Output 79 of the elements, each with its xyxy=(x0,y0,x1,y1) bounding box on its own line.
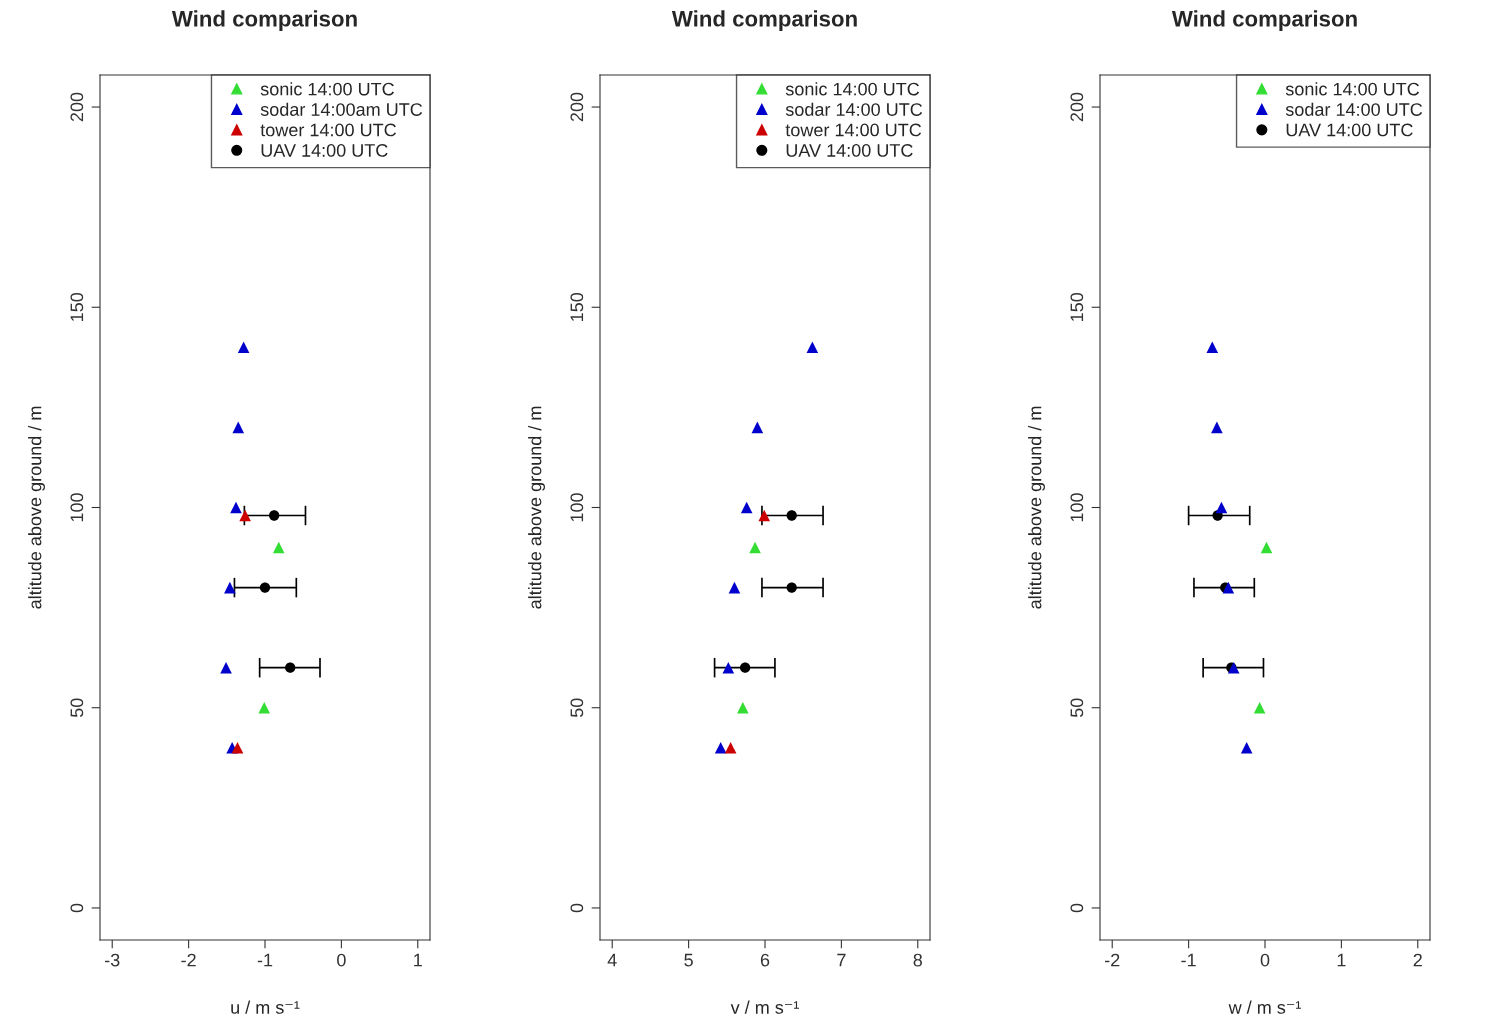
point xyxy=(231,741,244,754)
chart-title: Wind comparison xyxy=(1171,10,1357,31)
point xyxy=(1222,581,1235,594)
legend-label: sonic 14:00 UTC xyxy=(260,82,394,96)
y-tick-label: 200 xyxy=(1070,92,1084,122)
point xyxy=(806,341,819,354)
chart-title: Wind comparison xyxy=(171,10,357,31)
x-tick-label: 1 xyxy=(414,953,422,967)
legend-label: sodar 14:00 UTC xyxy=(1285,102,1423,116)
point xyxy=(239,509,251,522)
point xyxy=(1206,341,1219,354)
x-tick-label: 2 xyxy=(1413,953,1422,967)
legend-label: tower 14:00 UTC xyxy=(785,123,922,137)
x-tick-label: 4 xyxy=(607,953,617,967)
point xyxy=(737,701,749,714)
point xyxy=(740,501,753,514)
x-axis-title: u / m s⁻¹ xyxy=(231,1000,300,1014)
y-tick-label: 200 xyxy=(570,92,584,122)
y-tick-label: 0 xyxy=(1070,903,1084,913)
x-tick-label: 6 xyxy=(760,953,770,967)
x-tick-label: -3 xyxy=(105,953,120,967)
legend-label: sonic 14:00 UTC xyxy=(1285,82,1420,96)
point xyxy=(739,662,751,673)
point xyxy=(1211,421,1223,434)
x-tick-label: 5 xyxy=(684,953,693,967)
point xyxy=(259,582,271,593)
y-tick-label: 50 xyxy=(570,698,584,718)
y-tick-label: 50 xyxy=(1070,698,1084,718)
point xyxy=(272,541,285,554)
legend-label: tower 14:00 UTC xyxy=(260,123,397,137)
point xyxy=(786,510,797,521)
point xyxy=(751,421,764,434)
y-axis-title: altitude above ground / m xyxy=(528,406,545,609)
point xyxy=(786,582,797,593)
legend-label: sodar 14:00am UTC xyxy=(260,102,423,116)
y-tick-label: 50 xyxy=(70,698,84,718)
y-tick-label: 150 xyxy=(70,292,84,321)
x-axis-title: v / m s⁻¹ xyxy=(730,1000,799,1014)
y-tick-label: 100 xyxy=(570,493,584,522)
x-tick-label: 7 xyxy=(837,953,846,967)
point xyxy=(1253,701,1266,714)
point xyxy=(758,509,771,522)
x-tick-label: -2 xyxy=(181,953,196,967)
point xyxy=(1215,501,1228,514)
y-tick-label: 150 xyxy=(570,292,584,321)
x-tick-label: 0 xyxy=(337,953,346,967)
chart-title: Wind comparison xyxy=(671,10,857,31)
x-tick-label: 1 xyxy=(1337,953,1346,967)
y-tick-label: 0 xyxy=(70,903,84,913)
point xyxy=(232,421,245,434)
point xyxy=(1260,541,1273,554)
x-tick-label: -1 xyxy=(1181,953,1196,967)
y-axis-title: altitude above ground / m xyxy=(28,406,45,609)
x-tick-label: -2 xyxy=(1105,953,1120,967)
x-tick-label: 0 xyxy=(1260,953,1270,967)
point xyxy=(714,741,727,754)
y-tick-label: 150 xyxy=(1070,292,1084,321)
point xyxy=(269,510,280,521)
y-tick-label: 100 xyxy=(1070,493,1084,522)
y-axis-title: altitude above ground / m xyxy=(1028,406,1045,609)
x-tick-label: -1 xyxy=(257,953,273,967)
point xyxy=(722,661,735,674)
x-tick-label: 8 xyxy=(913,953,923,967)
point xyxy=(285,662,296,673)
legend-label: sonic 14:00 UTC xyxy=(785,82,920,96)
legend-label: sodar 14:00 UTC xyxy=(785,102,923,116)
y-tick-label: 0 xyxy=(570,903,584,913)
point xyxy=(724,741,737,754)
legend-label: UAV 14:00 UTC xyxy=(1286,123,1413,137)
point xyxy=(224,581,236,594)
point xyxy=(1240,741,1253,754)
x-axis-title: w / m s⁻¹ xyxy=(1228,1000,1301,1014)
point xyxy=(258,701,271,714)
point xyxy=(728,581,741,594)
legend-label: UAV 14:00 UTC xyxy=(786,144,913,157)
point xyxy=(237,341,250,354)
y-tick-label: 100 xyxy=(70,493,84,522)
y-tick-label: 200 xyxy=(70,92,84,122)
legend-label: UAV 14:00 UTC xyxy=(261,144,388,157)
